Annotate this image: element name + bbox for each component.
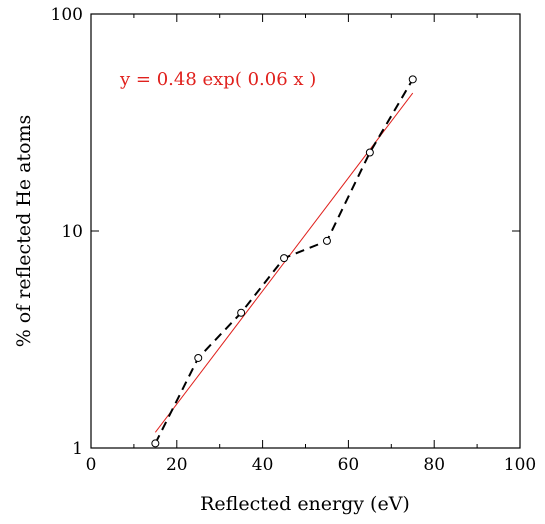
- x-axis: 0 20 40 60 80 100: [86, 14, 536, 475]
- x-axis-title: Reflected energy (eV): [200, 493, 410, 515]
- data-point: [280, 254, 289, 263]
- y-axis-title: % of reflected He atoms: [13, 115, 35, 348]
- x-tick-label: 100: [504, 455, 536, 475]
- data-point: [151, 439, 160, 448]
- y-axis: 1 10 100: [51, 5, 520, 459]
- data-point: [365, 148, 374, 157]
- x-tick-label: 40: [252, 455, 274, 475]
- data-point: [237, 308, 246, 317]
- series-layer: [151, 75, 417, 448]
- x-tick-label: 60: [338, 455, 360, 475]
- x-tick-label: 0: [86, 455, 97, 475]
- y-tick-label: 1: [72, 439, 83, 459]
- data-point: [408, 75, 417, 84]
- data-point: [194, 353, 203, 362]
- x-tick-label: 20: [166, 455, 188, 475]
- data-point: [322, 236, 331, 245]
- x-tick-label: 80: [423, 455, 445, 475]
- y-tick-label: 100: [51, 5, 83, 25]
- y-tick-label: 10: [61, 222, 83, 242]
- fit-equation-label: y = 0.48 exp( 0.06 x ): [119, 69, 316, 90]
